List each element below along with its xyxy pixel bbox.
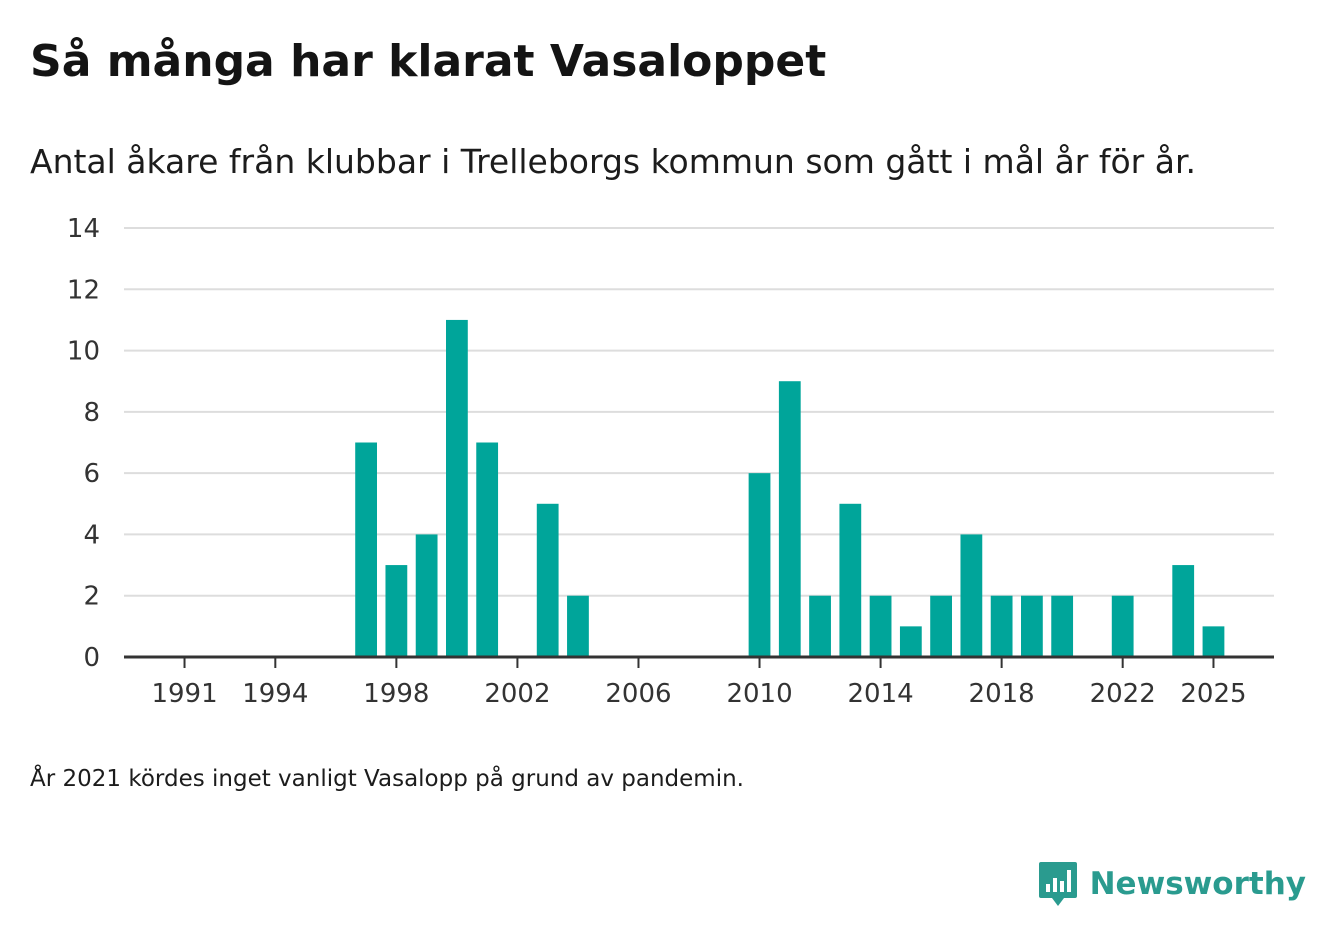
bar-2018 — [990, 595, 1013, 657]
y-tick-label: 10 — [67, 337, 100, 367]
bar-2001 — [476, 442, 499, 657]
newsworthy-logo-icon — [1038, 862, 1077, 906]
y-axis-ticks: 0 2 4 6 8 10 12 14 — [67, 214, 100, 673]
gridlines — [124, 227, 1274, 597]
bar-2017 — [960, 534, 983, 657]
x-tick-label: 2014 — [847, 679, 913, 709]
bar-2011 — [778, 381, 801, 657]
bar-2015 — [899, 626, 922, 657]
x-axis-ticks: 1991 1994 1998 2002 2006 2010 2014 2018 2022 2025 — [124, 655, 1274, 709]
x-tick-label: 2018 — [969, 679, 1035, 709]
chart-subtitle: Antal åkare från klubbar i Trelleborgs k… — [30, 142, 1196, 181]
bar-2012 — [809, 595, 831, 657]
bar-2016 — [930, 595, 952, 657]
y-tick-label: 12 — [67, 275, 100, 305]
y-tick-label: 2 — [83, 582, 100, 612]
bar-2025 — [1202, 626, 1225, 657]
bar-1999 — [415, 534, 438, 657]
bars — [355, 319, 1225, 657]
y-tick-label: 0 — [83, 643, 100, 673]
bar-1998 — [385, 565, 408, 657]
bar-2024 — [1172, 565, 1195, 657]
y-tick-label: 6 — [83, 459, 100, 489]
bar-2013 — [839, 503, 862, 657]
x-tick-label: 2006 — [605, 679, 671, 709]
brand-name: Newsworthy — [1089, 866, 1306, 902]
brand-logo: Newsworthy — [1038, 860, 1306, 908]
y-tick-label: 4 — [83, 520, 100, 550]
bar-2019 — [1021, 595, 1043, 657]
x-tick-label: 2002 — [484, 679, 550, 709]
bar-2004 — [567, 595, 589, 657]
footnote: År 2021 kördes inget vanligt Vasalopp på… — [30, 766, 744, 792]
bar-2014 — [869, 595, 892, 657]
bar-2000 — [446, 319, 468, 657]
bar-2022 — [1111, 595, 1134, 657]
x-tick-label: 1991 — [151, 679, 217, 709]
chart-title: Så många har klarat Vasaloppet — [30, 36, 827, 87]
x-tick-label: 2025 — [1180, 679, 1246, 709]
x-tick-label: 1994 — [242, 679, 308, 709]
y-tick-label: 14 — [67, 214, 100, 244]
y-tick-label: 8 — [83, 398, 100, 428]
bar-1997 — [355, 442, 377, 657]
bar-2003 — [536, 503, 559, 657]
x-tick-label: 1998 — [363, 679, 429, 709]
bar-2020 — [1051, 595, 1074, 657]
bar-chart: 0 2 4 6 8 10 12 14 1991 1994 1998 2002 2006 2010 2014… — [67, 214, 1274, 709]
x-tick-label: 2022 — [1090, 679, 1156, 709]
bar-2010 — [748, 473, 771, 657]
x-tick-label: 2010 — [726, 679, 792, 709]
